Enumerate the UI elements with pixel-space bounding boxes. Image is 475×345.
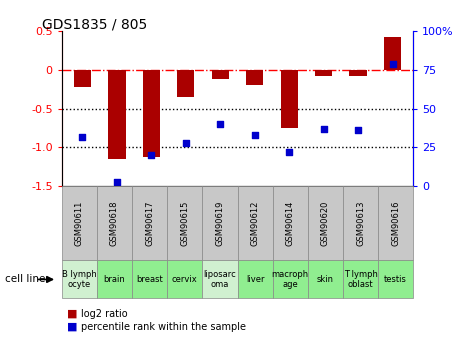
Text: liposarc
oma: liposarc oma [204,270,236,289]
Point [354,128,362,133]
Text: ■: ■ [66,322,77,332]
Text: GSM90617: GSM90617 [145,201,154,246]
Text: skin: skin [317,275,334,284]
Point [148,152,155,158]
Text: macroph
age: macroph age [272,270,309,289]
Bar [384,37,401,70]
Text: GSM90613: GSM90613 [356,201,365,246]
Point [79,134,86,139]
Bar [246,70,263,85]
Text: percentile rank within the sample: percentile rank within the sample [81,322,246,332]
Point [113,179,121,184]
Text: cell line: cell line [5,275,45,284]
Text: breast: breast [136,275,163,284]
Text: GSM90619: GSM90619 [216,201,224,246]
Bar [177,70,194,97]
Text: GDS1835 / 805: GDS1835 / 805 [42,17,148,31]
Text: cervix: cervix [172,275,198,284]
Bar [281,70,298,128]
Bar [142,70,160,157]
Point [389,61,396,67]
Text: log2 ratio: log2 ratio [81,309,127,319]
Text: liver: liver [246,275,264,284]
Text: GSM90614: GSM90614 [286,201,294,246]
Text: GSM90611: GSM90611 [75,201,84,246]
Text: GSM90612: GSM90612 [251,201,259,246]
Point [182,140,190,146]
Text: testis: testis [384,275,407,284]
Text: GSM90615: GSM90615 [180,201,189,246]
Point [251,132,258,138]
Bar [74,70,91,87]
Text: brain: brain [104,275,125,284]
Bar [108,70,125,159]
Text: T lymph
oblast: T lymph oblast [343,270,378,289]
Text: B lymph
ocyte: B lymph ocyte [62,270,97,289]
Bar [315,70,332,76]
Point [217,121,224,127]
Text: ■: ■ [66,309,77,319]
Point [285,149,293,155]
Text: GSM90618: GSM90618 [110,201,119,246]
Bar [350,70,367,76]
Point [320,126,327,132]
Text: GSM90620: GSM90620 [321,201,330,246]
Text: GSM90616: GSM90616 [391,201,400,246]
Bar [212,70,229,79]
